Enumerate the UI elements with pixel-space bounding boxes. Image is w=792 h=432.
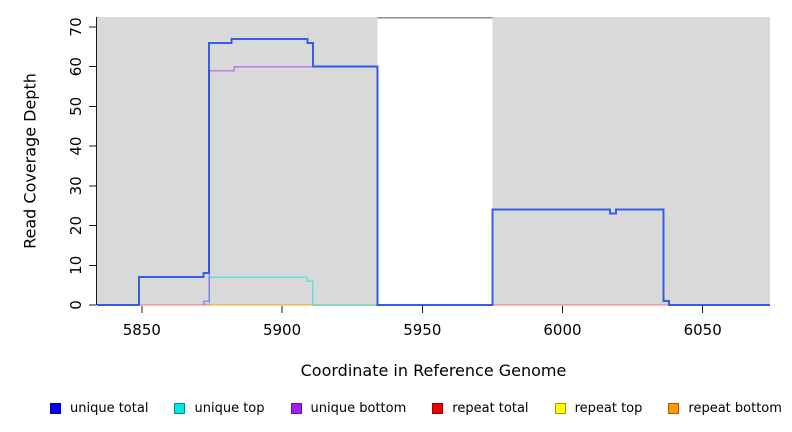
legend-label: unique bottom [310,400,407,416]
legend-item-repeat-bottom: repeat bottom [668,401,782,416]
y-tick-label: 70 [67,17,85,36]
y-tick-label: 0 [67,300,85,310]
plot-canvas: 5850 5900 5950 6000 6050 0 10 20 30 40 50 60 70 [67,16,770,339]
legend-swatch-icon [668,402,680,414]
highlight-band [377,17,493,305]
x-tick-label: 6000 [543,321,581,339]
y-tick-label: 20 [67,216,85,235]
x-tick-label: 5900 [263,321,301,339]
legend-item-unique-bottom: unique bottom [290,400,407,416]
legend-item-unique-top: unique top [174,400,265,416]
legend-item-repeat-top: repeat top [554,400,643,416]
legend-label: repeat bottom [688,400,782,416]
y-tick-label: 40 [67,137,85,156]
legend-item-unique-total: unique total [50,401,148,416]
y-tick-label: 50 [67,97,85,116]
legend-swatch-icon [50,402,61,414]
legend-label: repeat top [574,400,643,416]
y-tick-label: 30 [67,176,85,195]
legend-swatch-icon [432,402,444,414]
y-tick-label: 60 [67,57,85,76]
x-tick-label: 6050 [684,321,722,339]
x-tick-label: 5850 [123,321,161,339]
legend-label: unique total [70,400,149,416]
legend-swatch-icon [554,402,566,414]
y-tick-label: 10 [67,256,85,275]
legend-swatch-icon [290,402,302,414]
y-axis-title: Read Coverage Depth [20,73,40,249]
series-unique-total-line [97,37,770,306]
x-tick-label: 5950 [403,321,441,339]
legend-label: unique top [194,400,265,416]
legend: unique total unique top unique bottom repea… [50,397,782,419]
x-axis-title: Coordinate in Reference Genome [300,361,567,380]
legend-swatch-icon [174,402,186,414]
legend-label: repeat total [452,400,529,416]
legend-item-repeat-total: repeat total [432,400,529,416]
